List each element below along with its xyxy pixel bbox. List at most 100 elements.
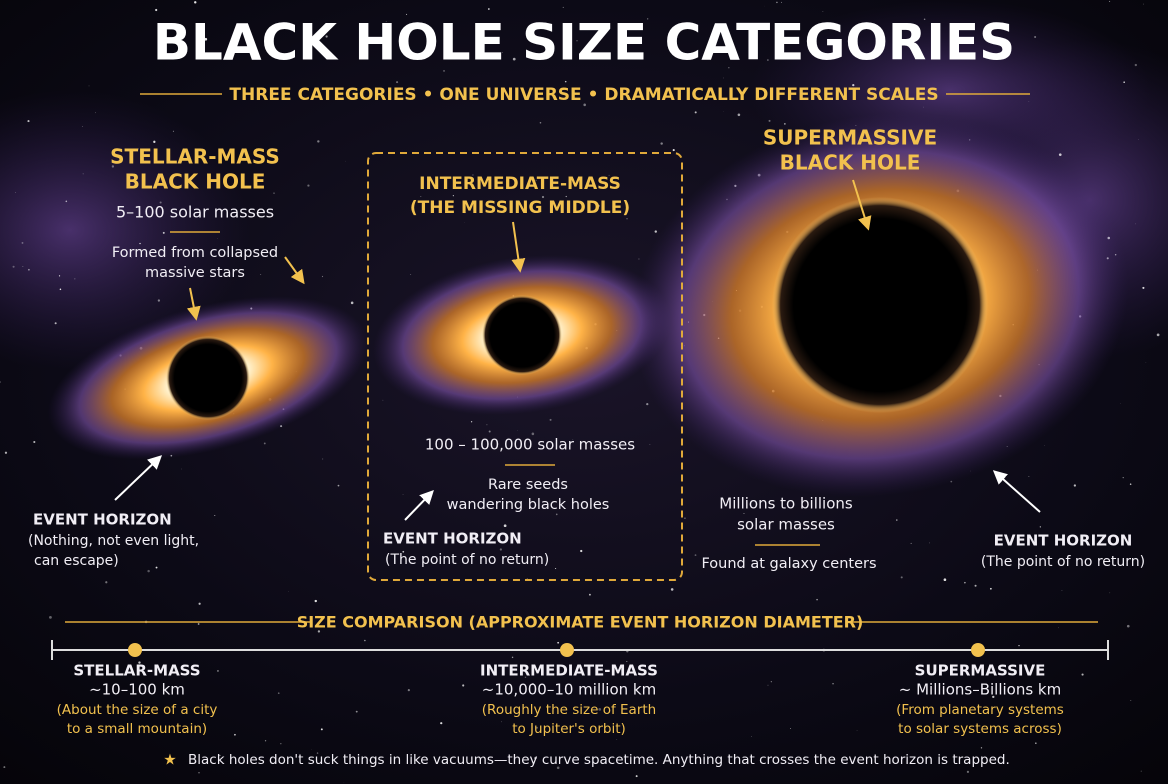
star — [555, 513, 558, 516]
nebula — [0, 90, 250, 370]
star — [511, 656, 514, 659]
star — [382, 399, 384, 401]
star — [822, 11, 824, 12]
star — [555, 567, 557, 569]
star — [598, 708, 602, 711]
star — [162, 231, 165, 234]
star — [385, 21, 387, 22]
star — [943, 578, 947, 582]
star — [264, 740, 267, 742]
star — [694, 554, 697, 557]
star — [217, 670, 219, 672]
item-name: SUPERMASSIVE — [915, 662, 1046, 680]
star — [350, 301, 354, 305]
note: Found at galaxy centers — [701, 556, 876, 572]
star — [576, 40, 578, 42]
star — [27, 120, 30, 123]
star — [1130, 699, 1132, 701]
star — [321, 275, 324, 278]
star — [288, 591, 289, 592]
star — [54, 322, 57, 325]
star — [470, 421, 473, 423]
horizon-note: (The point of no return) — [385, 552, 549, 568]
star — [277, 692, 280, 694]
star — [214, 515, 216, 517]
item-note: to a small mountain) — [67, 721, 207, 737]
star — [1109, 592, 1111, 594]
star — [635, 775, 638, 778]
star — [790, 728, 792, 730]
star — [501, 721, 503, 723]
star — [337, 484, 340, 487]
star — [488, 89, 491, 92]
star — [234, 733, 236, 736]
star — [992, 695, 995, 699]
scale-dot — [560, 643, 574, 657]
item-note: to Jupiter's orbit) — [512, 721, 626, 737]
item-size: ~10–100 km — [89, 681, 185, 699]
star — [852, 83, 855, 87]
stellar-black-hole — [47, 296, 369, 460]
arrow — [992, 470, 1041, 513]
star — [776, 1, 778, 4]
star — [583, 103, 586, 107]
note: Formed from collapsed — [112, 245, 278, 261]
star — [1109, 0, 1111, 3]
scale-dot — [128, 643, 142, 657]
star — [364, 639, 366, 642]
item-note: (About the size of a city — [57, 702, 218, 718]
star — [155, 8, 158, 12]
category-name: BLACK HOLE — [780, 151, 921, 175]
star — [487, 8, 490, 10]
category-name: (THE MISSING MIDDLE) — [410, 198, 630, 218]
star — [273, 192, 275, 194]
star — [768, 119, 771, 122]
star — [420, 195, 422, 197]
star — [440, 722, 443, 725]
star — [4, 451, 8, 454]
star — [1123, 81, 1125, 83]
item-note: to solar systems across) — [898, 721, 1062, 737]
item-name: INTERMEDIATE-MASS — [480, 662, 658, 680]
item-size: ~10,000–10 million km — [482, 681, 656, 699]
star — [562, 6, 564, 8]
star — [646, 403, 649, 406]
star — [649, 444, 651, 445]
star — [1034, 35, 1037, 38]
note: Rare seeds — [488, 477, 568, 493]
comparison-title: SIZE COMPARISON (APPROXIMATE EVENT HORIZ… — [297, 613, 864, 632]
star — [159, 201, 162, 204]
star — [829, 528, 831, 529]
star — [322, 458, 324, 460]
star — [139, 242, 141, 245]
star — [82, 126, 83, 127]
star — [1143, 3, 1144, 5]
star — [1138, 138, 1139, 140]
star — [158, 174, 160, 177]
star — [1028, 476, 1030, 477]
horizon-note: (The point of no return) — [981, 554, 1145, 570]
star — [15, 192, 17, 193]
star — [767, 59, 769, 61]
star — [974, 584, 977, 587]
star — [59, 288, 62, 291]
star — [196, 29, 198, 30]
star — [197, 623, 200, 625]
star — [33, 440, 36, 444]
star — [781, 1, 783, 3]
arrow — [511, 221, 526, 273]
star — [647, 18, 649, 20]
star — [105, 581, 108, 584]
star — [407, 689, 410, 692]
scale-dot — [971, 643, 985, 657]
star — [672, 149, 675, 152]
star — [989, 587, 992, 590]
star — [564, 80, 567, 83]
star — [1044, 445, 1045, 446]
star — [204, 37, 208, 41]
star — [626, 660, 628, 662]
star — [181, 468, 182, 470]
star — [535, 726, 538, 729]
star — [1156, 333, 1160, 337]
